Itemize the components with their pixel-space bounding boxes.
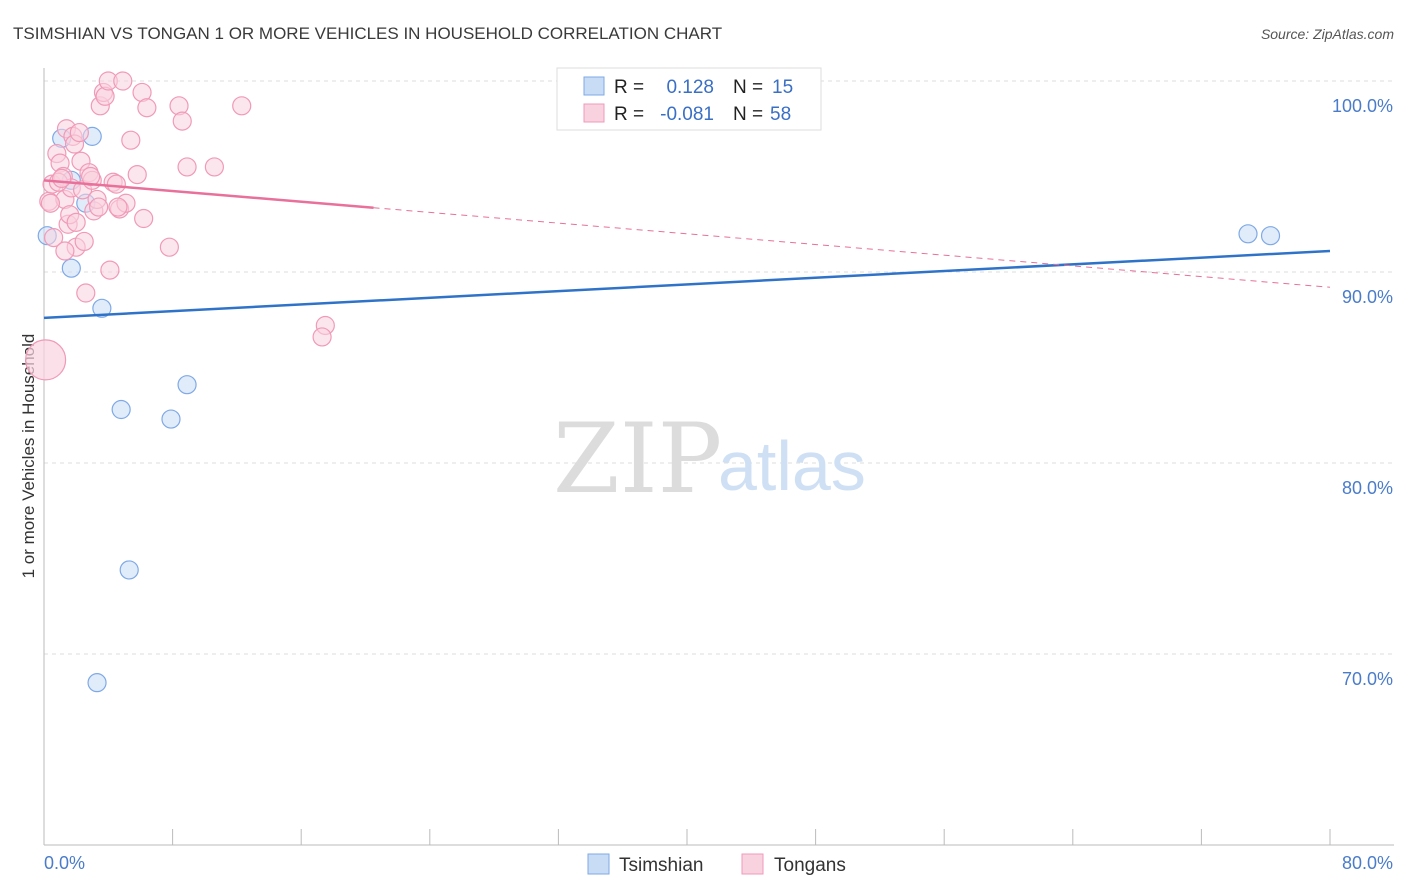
point-tongans [100, 260, 120, 280]
trend-lines [43, 179, 1331, 320]
watermark-atlas: atlas [718, 427, 866, 505]
legend-n-value-tongans: 58 [770, 104, 791, 125]
series-legend-label-tsimshian: Tsimshian [619, 855, 703, 876]
point-tsimshian [161, 409, 181, 429]
data-points [25, 71, 1281, 693]
chart-source: Source: ZipAtlas.com [1261, 26, 1394, 42]
y-tick-label: 90.0% [1342, 287, 1393, 307]
point-tongans [121, 130, 141, 150]
point-tongans [52, 168, 72, 189]
y-tick-labels: 70.0% 80.0% 90.0% 100.0% [1332, 96, 1393, 689]
legend-n-value-tsimshian: 15 [772, 77, 793, 98]
point-tongans [66, 212, 86, 232]
legend-r-label-tsimshian: R = [614, 77, 644, 98]
y-tick-label: 70.0% [1342, 669, 1393, 689]
x-tick-label-start: 0.0% [44, 853, 85, 873]
point-tongans [204, 157, 224, 177]
y-axis-label: 1 or more Vehicles in Household [19, 334, 38, 579]
legend-r-value-tsimshian: 0.128 [666, 77, 714, 98]
legend-r-value-tongans: -0.081 [660, 104, 714, 125]
stats-legend: R = 0.128 N = 15 R = -0.081 N = 58 [556, 67, 822, 131]
trend-line-tsimshian [43, 249, 1331, 320]
watermark-zip: ZIP [553, 403, 722, 515]
chart-title: TSIMSHIAN VS TONGAN 1 OR MORE VEHICLES I… [13, 24, 722, 43]
y-tick-label: 100.0% [1332, 96, 1393, 116]
watermark: ZIP atlas [553, 403, 866, 515]
point-tongans-large [25, 339, 67, 381]
y-tick-label: 80.0% [1342, 478, 1393, 498]
point-tongans [159, 237, 179, 257]
point-tongans [74, 231, 94, 252]
legend-n-label-tsimshian: N = [733, 77, 763, 98]
point-tongans [106, 174, 126, 194]
point-tongans [76, 283, 96, 303]
grid-lines [44, 80, 1394, 655]
trend-line-tongans-extension [373, 207, 1331, 288]
trend-line-tongans [43, 179, 374, 209]
point-tongans [40, 193, 61, 213]
point-tongans [81, 166, 101, 187]
point-tongans [55, 241, 75, 261]
point-tongans [69, 122, 89, 143]
point-tongans [108, 197, 128, 217]
point-tsimshian [87, 673, 107, 693]
legend-swatch-tongans [583, 103, 605, 123]
point-tongans [312, 327, 332, 347]
point-tongans [44, 228, 64, 248]
point-tongans [177, 157, 197, 177]
point-tongans [113, 71, 133, 91]
point-tsimshian [177, 375, 197, 395]
series-legend-label-tongans: Tongans [774, 855, 846, 876]
point-tongans [232, 96, 252, 116]
point-tongans [127, 164, 147, 185]
point-tsimshian [119, 560, 139, 580]
series-legend-swatch-tongans [741, 853, 764, 875]
legend-swatch-tsimshian [583, 76, 605, 96]
point-tsimshian [111, 399, 131, 420]
series-legend-swatch-tsimshian [587, 853, 610, 875]
legend-n-label-tongans: N = [733, 104, 763, 125]
x-tick-label-end: 80.0% [1342, 853, 1393, 873]
point-tsimshian [92, 298, 112, 318]
point-tsimshian [1238, 224, 1258, 244]
point-tongans [89, 197, 109, 217]
point-tongans [172, 111, 192, 131]
series-legend: Tsimshian Tongans [587, 853, 846, 876]
x-axis-ticks [43, 829, 1331, 845]
point-tsimshian [1260, 226, 1281, 246]
point-tsimshian [61, 258, 81, 278]
point-tongans [137, 98, 157, 118]
legend-r-label-tongans: R = [614, 104, 644, 125]
point-tongans [134, 208, 154, 229]
